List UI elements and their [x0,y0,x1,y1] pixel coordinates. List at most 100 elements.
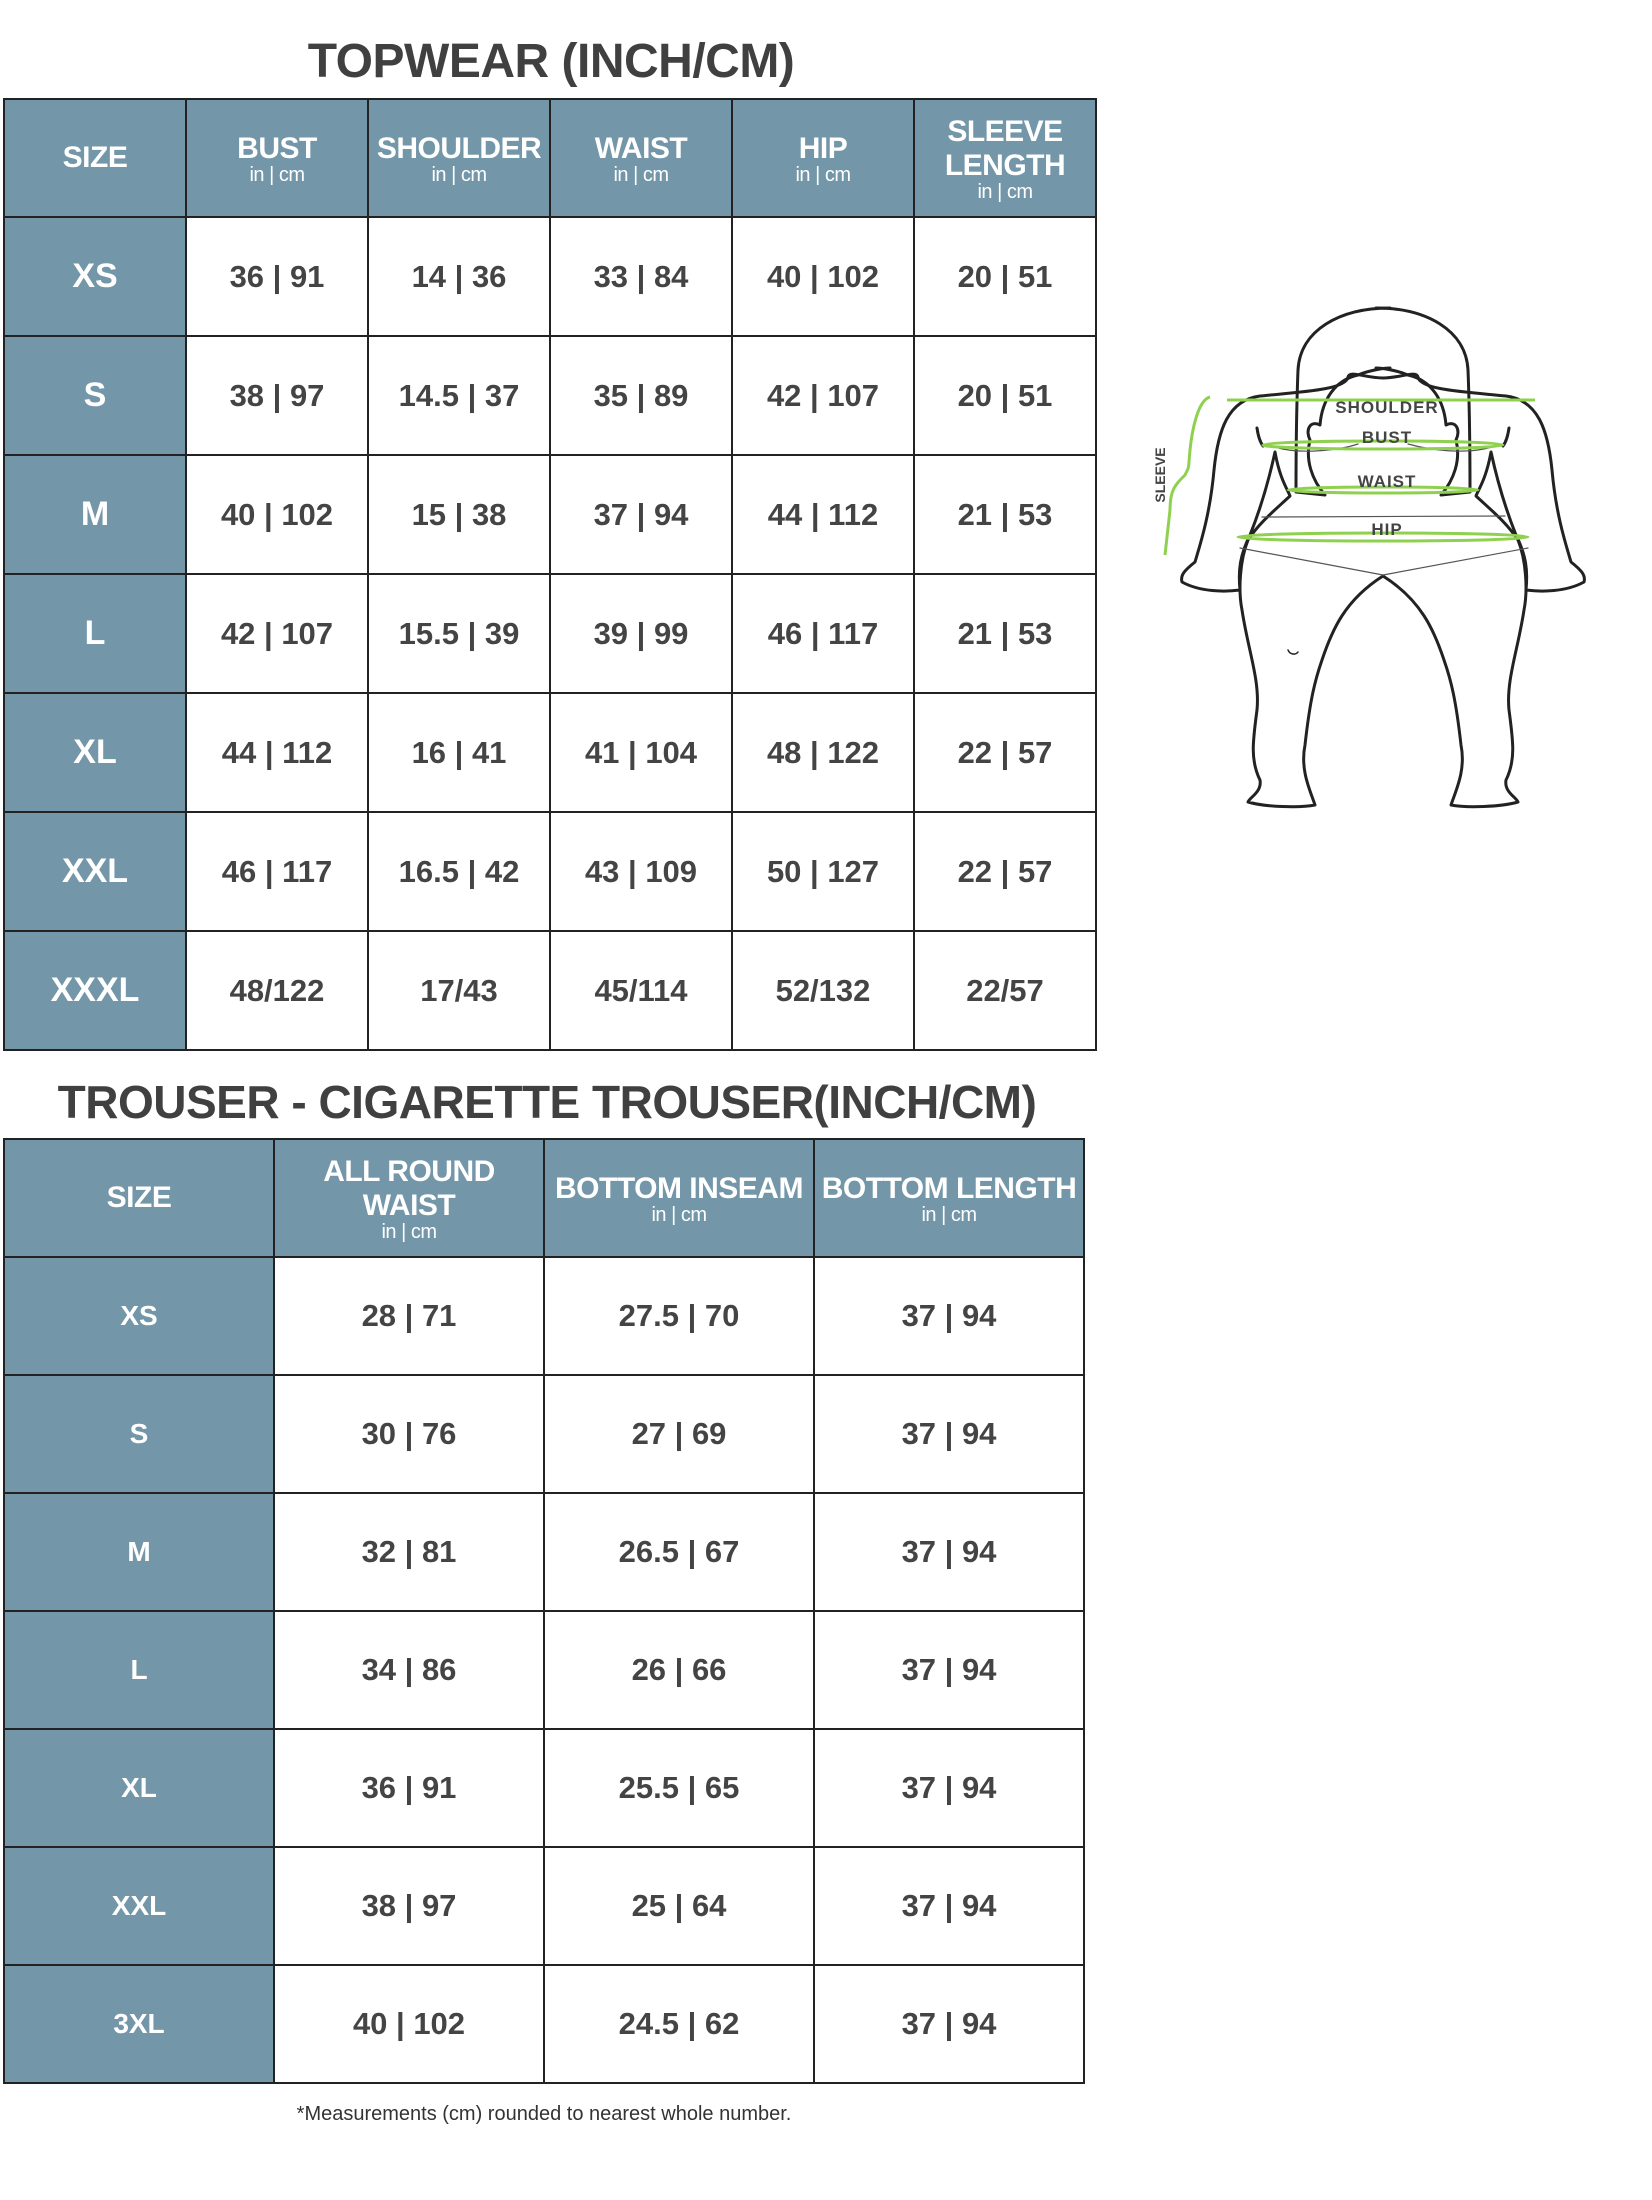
measurement-cell: 33 | 84 [549,216,733,337]
table-row: M 32 | 81 26.5 | 67 37 | 94 [3,1492,1085,1612]
column-header-label: BOTTOM LENGTH [821,1172,1077,1205]
measurement-cell: 52/132 [731,930,915,1051]
measurement-cell: 15 | 38 [367,454,551,575]
column-header-size: SIZE [3,98,187,218]
column-header-label: HIP [798,132,848,165]
topwear-table: SIZE BUST in | cm SHOULDER in | cm WAIST in | … [3,98,1097,1051]
table-row: XL 36 | 91 25.5 | 65 37 | 94 [3,1728,1085,1848]
column-header-label: BOTTOM INSEAM [555,1172,803,1205]
measurement-cell: 25.5 | 65 [543,1728,815,1848]
measurement-cell: 25 | 64 [543,1846,815,1966]
table-row: L 42 | 107 15.5 | 39 39 | 99 46 | 117 21 | 53 [3,573,1097,694]
topwear-title: TOPWEAR (INCH/CM) [307,35,795,88]
column-header-label: WAIST [594,132,688,165]
size-cell: XXL [3,811,187,932]
measurement-cell: 34 | 86 [273,1610,545,1730]
unit-label: in | cm [381,1221,437,1243]
table-row: XXXL 48/122 17/43 45/114 52/132 22/57 [3,930,1097,1051]
column-header-all-round-waist: ALL ROUND WAIST in | cm [273,1138,545,1258]
size-cell: S [3,1374,275,1494]
bust-measure-line [1261,439,1505,451]
measurement-cell: 42 | 107 [185,573,369,694]
hip-label: HIP [1371,520,1402,539]
size-cell: S [3,335,187,456]
table-row: XL 44 | 112 16 | 41 41 | 104 48 | 122 22 | 57 [3,692,1097,813]
size-cell: XXXL [3,930,187,1051]
unit-label: in | cm [651,1204,707,1226]
measurement-cell: 14.5 | 37 [367,335,551,456]
table-row: L 34 | 86 26 | 66 37 | 94 [3,1610,1085,1730]
column-header-label: SIZE [106,1181,172,1214]
measurement-cell: 36 | 91 [185,216,369,337]
hip-measure-line [1236,531,1530,543]
body-measurement-figure: SHOULDER BUST WAIST HIP SLEEVE [1152,306,1586,809]
footnote: *Measurements (cm) rounded to nearest wh… [296,2103,792,2125]
column-header-waist: WAIST in | cm [549,98,733,218]
measurement-cell: 30 | 76 [273,1374,545,1494]
size-cell: XS [3,1256,275,1376]
column-header-label: ALL ROUND WAIST [323,1155,495,1222]
waist-label: WAIST [1358,472,1417,491]
measurement-cell: 40 | 102 [273,1964,545,2084]
measurement-cell: 37 | 94 [813,1492,1085,1612]
measurement-cell: 48/122 [185,930,369,1051]
measurement-cell: 32 | 81 [273,1492,545,1612]
measurement-cell: 41 | 104 [549,692,733,813]
measurement-cell: 50 | 127 [731,811,915,932]
measurement-cell: 37 | 94 [813,1374,1085,1494]
column-header-label: BUST [237,132,317,165]
measurement-cell: 21 | 53 [913,454,1097,575]
measurement-cell: 48 | 122 [731,692,915,813]
unit-label: in | cm [795,164,851,186]
size-cell: XS [3,216,187,337]
column-header-bottom-length: BOTTOM LENGTH in | cm [813,1138,1085,1258]
measurement-cell: 15.5 | 39 [367,573,551,694]
measurement-cell: 14 | 36 [367,216,551,337]
measurement-cell: 17/43 [367,930,551,1051]
size-cell: M [3,1492,275,1612]
size-cell: XXL [3,1846,275,1966]
trouser-table: SIZE ALL ROUND WAIST in | cm BOTTOM INSEAM i… [3,1138,1085,2084]
size-cell: L [3,573,187,694]
sleeve-measure-line [1163,395,1211,556]
table-row: XXL 38 | 97 25 | 64 37 | 94 [3,1846,1085,1966]
size-cell: 3XL [3,1964,275,2084]
measurement-cell: 46 | 117 [731,573,915,694]
sleeve-label: SLEEVE [1152,447,1168,502]
table-row: XXL 46 | 117 16.5 | 42 43 | 109 50 | 127 22 |… [3,811,1097,932]
measurement-cell: 37 | 94 [813,1610,1085,1730]
measurement-cell: 38 | 97 [185,335,369,456]
measurement-cell: 45/114 [549,930,733,1051]
bust-label: BUST [1362,428,1412,447]
measurement-cell: 28 | 71 [273,1256,545,1376]
unit-label: in | cm [977,181,1033,203]
shoulder-label: SHOULDER [1335,398,1438,417]
size-cell: XL [3,692,187,813]
measurement-cell: 24.5 | 62 [543,1964,815,2084]
unit-label: in | cm [613,164,669,186]
size-cell: L [3,1610,275,1730]
measurement-cell: 42 | 107 [731,335,915,456]
measurement-cell: 35 | 89 [549,335,733,456]
measurement-cell: 37 | 94 [813,1846,1085,1966]
measurement-cell: 40 | 102 [185,454,369,575]
measurement-cell: 37 | 94 [549,454,733,575]
column-header-label: SIZE [62,141,128,174]
column-header-bottom-inseam: BOTTOM INSEAM in | cm [543,1138,815,1258]
measurement-cell: 22 | 57 [913,811,1097,932]
body-outline-left [1180,306,1392,809]
measurement-cell: 38 | 97 [273,1846,545,1966]
measurement-cell: 20 | 51 [913,216,1097,337]
measurement-cell: 44 | 112 [185,692,369,813]
table-row: XS 36 | 91 14 | 36 33 | 84 40 | 102 20 | 51 [3,216,1097,337]
measurement-cell: 37 | 94 [813,1256,1085,1376]
column-header-label: SHOULDER [376,132,542,165]
measurement-cell: 37 | 94 [813,1964,1085,2084]
table-row: XS 28 | 71 27.5 | 70 37 | 94 [3,1256,1085,1376]
column-header-bust: BUST in | cm [185,98,369,218]
measurement-cell: 37 | 94 [813,1728,1085,1848]
measurement-cell: 27.5 | 70 [543,1256,815,1376]
waist-measure-line [1286,485,1480,495]
measurement-cell: 39 | 99 [549,573,733,694]
